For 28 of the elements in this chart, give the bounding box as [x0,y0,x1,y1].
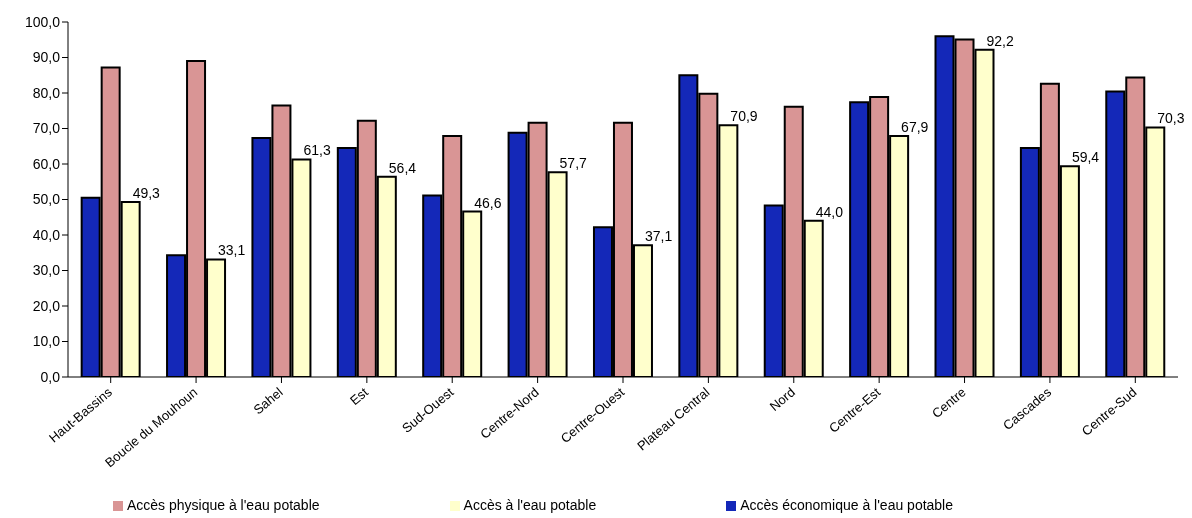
data-label: 70,9 [730,108,758,125]
data-label: 44,0 [815,203,844,220]
data-label: 49,3 [132,184,161,201]
legend-label: Accès physique à l'eau potable [126,497,320,513]
data-label: 37,1 [644,228,673,245]
y-tick-label: 100,0 [24,13,61,30]
y-tick-label: 60,0 [32,155,61,172]
legend-label: Accès à l'eau potable [463,497,597,513]
data-label: 57,7 [559,155,588,172]
y-tick-label: 80,0 [32,84,61,101]
y-tick-label: 40,0 [32,226,61,243]
y-tick-label: 0,0 [40,368,61,385]
y-tick-label: 20,0 [32,297,61,314]
legend-label: Accès économique à l'eau potable [740,497,954,513]
y-tick-label: 10,0 [32,333,61,350]
data-label: 67,9 [901,118,929,135]
y-tick-label: 30,0 [32,262,61,279]
data-label: 59,4 [1071,149,1100,166]
y-tick-label: 90,0 [32,49,61,66]
x-tick-label: Est [346,384,372,409]
data-label: 92,2 [986,32,1014,49]
data-label: 33,1 [218,242,246,259]
data-label: 70,3 [1157,110,1185,127]
y-tick-label: 50,0 [32,191,61,208]
y-tick-label: 70,0 [32,120,61,137]
data-label: 56,4 [388,159,417,176]
data-label: 46,6 [474,194,502,211]
data-label: 61,3 [303,142,331,159]
